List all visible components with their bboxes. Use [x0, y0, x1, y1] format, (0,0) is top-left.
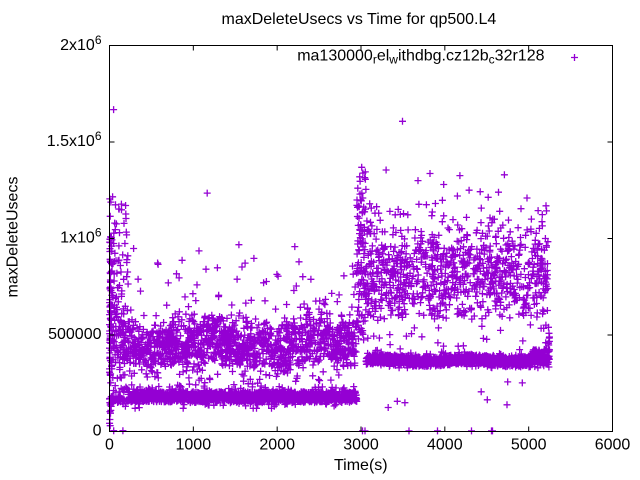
svg-text:6000: 6000	[595, 437, 631, 454]
svg-text:2000: 2000	[259, 437, 295, 454]
svg-text:ma130000relwithdbg.cz12bc32r12: ma130000relwithdbg.cz12bc32r128	[297, 47, 544, 66]
svg-text:2x106: 2x106	[60, 33, 102, 54]
svg-text:4000: 4000	[427, 437, 463, 454]
svg-text:maxDeleteUsecs: maxDeleteUsecs	[5, 177, 22, 298]
svg-text:1.5x106: 1.5x106	[47, 129, 102, 150]
svg-text:5000: 5000	[511, 437, 547, 454]
svg-text:maxDeleteUsecs vs Time for qp5: maxDeleteUsecs vs Time for qp500.L4	[222, 11, 497, 28]
svg-text:500000: 500000	[48, 326, 101, 343]
svg-text:0: 0	[105, 437, 114, 454]
svg-text:Time(s): Time(s)	[334, 457, 388, 474]
svg-text:1x106: 1x106	[60, 226, 102, 247]
svg-text:0: 0	[93, 422, 102, 439]
svg-text:1000: 1000	[176, 437, 212, 454]
svg-text:3000: 3000	[343, 437, 379, 454]
